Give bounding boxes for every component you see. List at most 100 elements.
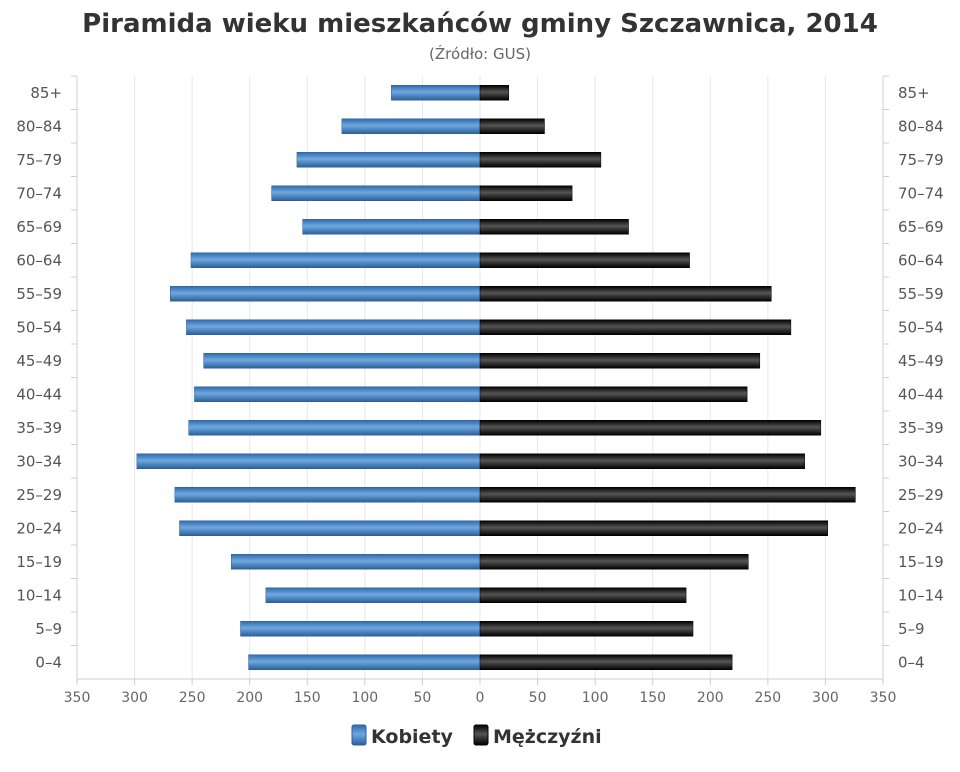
- bar-mezczyzni[interactable]: [479, 420, 822, 436]
- bar-kobiety[interactable]: [341, 118, 481, 134]
- bar-kobiety[interactable]: [179, 520, 481, 536]
- x-tick-label: 50: [414, 690, 432, 706]
- bar-kobiety[interactable]: [170, 286, 481, 302]
- grid-lines: [76, 76, 884, 679]
- bar-mezczyzni[interactable]: [479, 487, 856, 503]
- bar-kobiety[interactable]: [188, 420, 481, 436]
- x-tick-label: 300: [812, 690, 839, 706]
- bar-mezczyzni[interactable]: [479, 554, 749, 570]
- category-label-left: 40–44: [16, 385, 62, 403]
- category-label-left: 35–39: [16, 419, 62, 437]
- bar-mezczyzni[interactable]: [479, 386, 748, 402]
- category-label-right: 35–39: [898, 419, 944, 437]
- legend-item-mezczyzni[interactable]: Mężczyźni: [473, 724, 602, 748]
- chart-subtitle: (Źródło: GUS): [429, 44, 531, 63]
- bar-kobiety[interactable]: [248, 654, 481, 670]
- category-label-right: 50–54: [898, 318, 944, 336]
- category-label-left: 65–69: [16, 218, 62, 236]
- category-label-left: 60–64: [16, 251, 62, 269]
- chart-title: Piramida wieku mieszkańców gminy Szczawn…: [82, 9, 878, 39]
- category-label-right: 75–79: [898, 151, 944, 169]
- bar-mezczyzni[interactable]: [479, 520, 828, 536]
- x-tick-label: 0: [476, 690, 485, 706]
- x-tick-label: 350: [870, 690, 897, 706]
- bar-kobiety[interactable]: [302, 219, 481, 235]
- bar-mezczyzni[interactable]: [479, 319, 792, 335]
- category-label-right: 5–9: [898, 620, 925, 638]
- bar-kobiety[interactable]: [174, 487, 481, 503]
- category-label-left: 5–9: [35, 620, 62, 638]
- x-tick-labels: 350 300 250 200 150 100 50 0 50 100 150 200 250 300 35…: [64, 679, 897, 706]
- bar-mezczyzni[interactable]: [479, 353, 761, 369]
- bar-kobiety[interactable]: [186, 319, 481, 335]
- legend-label-mezczyzni: Mężczyźni: [493, 726, 602, 748]
- legend-item-kobiety[interactable]: Kobiety: [351, 724, 454, 748]
- bar-kobiety[interactable]: [203, 353, 481, 369]
- bar-mezczyzni[interactable]: [479, 654, 733, 670]
- bar-mezczyzni[interactable]: [479, 185, 573, 201]
- category-label-right: 60–64: [898, 251, 944, 269]
- x-tick-label: 100: [582, 690, 609, 706]
- bar-kobiety[interactable]: [194, 386, 481, 402]
- bar-kobiety[interactable]: [391, 85, 481, 101]
- legend-label-kobiety: Kobiety: [371, 726, 454, 748]
- category-label-left: 10–14: [16, 586, 62, 604]
- bar-kobiety[interactable]: [265, 587, 481, 603]
- x-tick-label: 50: [529, 690, 547, 706]
- bar-mezczyzni[interactable]: [479, 621, 694, 637]
- x-tick-label: 300: [121, 690, 148, 706]
- bar-mezczyzni[interactable]: [479, 118, 545, 134]
- category-label-left: 55–59: [16, 285, 62, 303]
- bar-kobiety[interactable]: [296, 152, 481, 168]
- legend-swatch-kobiety: [351, 724, 367, 746]
- category-label-right: 65–69: [898, 218, 944, 236]
- x-tick-label: 250: [754, 690, 781, 706]
- bar-mezczyzni[interactable]: [479, 286, 772, 302]
- category-label-right: 70–74: [898, 184, 944, 202]
- bar-mezczyzni[interactable]: [479, 453, 805, 469]
- category-label-left: 50–54: [16, 318, 62, 336]
- category-label-right: 20–24: [898, 519, 944, 537]
- category-label-right: 0–4: [898, 653, 925, 671]
- bar-kobiety[interactable]: [231, 554, 481, 570]
- category-label-right: 30–34: [898, 452, 944, 470]
- x-tick-label: 250: [179, 690, 206, 706]
- right-category-labels: 85+ 80–84 75–79 70–74 65–69 60–64 55–59 50–54 45…: [883, 75, 944, 671]
- category-label-right: 85+: [898, 84, 930, 102]
- category-label-left: 45–49: [16, 352, 62, 370]
- x-tick-label: 150: [639, 690, 666, 706]
- x-tick-label: 200: [236, 690, 263, 706]
- category-label-left: 80–84: [16, 117, 62, 135]
- bar-kobiety[interactable]: [240, 621, 481, 637]
- category-label-left: 20–24: [16, 519, 62, 537]
- legend: Kobiety Mężczyźni: [351, 724, 602, 748]
- category-label-right: 55–59: [898, 285, 944, 303]
- category-label-left: 25–29: [16, 486, 62, 504]
- bar-kobiety[interactable]: [136, 453, 481, 469]
- bar-mezczyzni[interactable]: [479, 252, 690, 268]
- bar-mezczyzni[interactable]: [479, 85, 510, 101]
- bar-kobiety[interactable]: [271, 185, 481, 201]
- category-label-right: 40–44: [898, 385, 944, 403]
- category-label-right: 10–14: [898, 586, 944, 604]
- category-label-right: 25–29: [898, 486, 944, 504]
- bar-mezczyzni[interactable]: [479, 152, 602, 168]
- category-label-right: 15–19: [898, 553, 944, 571]
- category-label-left: 0–4: [35, 653, 62, 671]
- category-label-right: 80–84: [898, 117, 944, 135]
- category-label-left: 15–19: [16, 553, 62, 571]
- x-tick-label: 100: [351, 690, 378, 706]
- bars: [136, 85, 856, 670]
- category-label-left: 70–74: [16, 184, 62, 202]
- category-label-right: 45–49: [898, 352, 944, 370]
- x-tick-label: 200: [697, 690, 724, 706]
- bar-kobiety[interactable]: [190, 252, 481, 268]
- x-tick-label: 150: [294, 690, 321, 706]
- category-label-left: 75–79: [16, 151, 62, 169]
- bar-mezczyzni[interactable]: [479, 219, 629, 235]
- legend-swatch-mezczyzni: [473, 724, 489, 746]
- left-category-labels: 85+ 80–84 75–79 70–74 65–69 60–64 55–59 50–54 45…: [16, 75, 77, 671]
- bar-mezczyzni[interactable]: [479, 587, 687, 603]
